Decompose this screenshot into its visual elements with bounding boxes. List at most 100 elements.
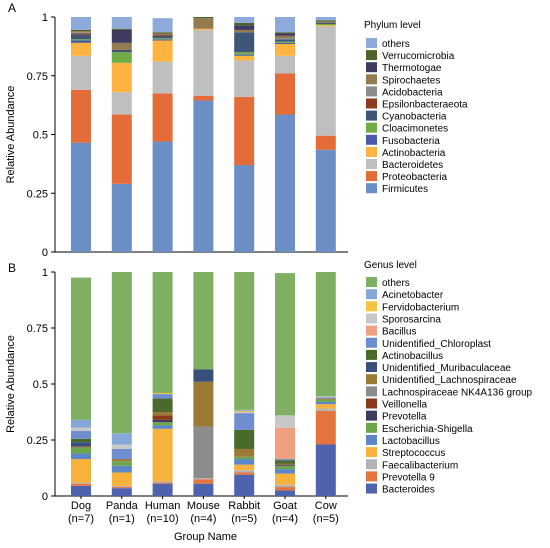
bar-dog-bacteroides bbox=[71, 485, 91, 496]
bar-panda-sporosarcina bbox=[111, 444, 132, 449]
bar-dog-bacteroidetes bbox=[71, 55, 91, 90]
bar-dog-cyanobacteria bbox=[71, 34, 91, 40]
bar-goat-bacteroides bbox=[275, 490, 295, 496]
legend-swatch-acidobacteria bbox=[366, 86, 377, 97]
bar-mouse-faecalibacterium bbox=[193, 478, 214, 480]
legend-label-fusobacteria: Fusobacteria bbox=[382, 136, 440, 147]
legend-swatch-unidentified-chloroplast bbox=[366, 337, 377, 348]
bar-goat-actinobacillus bbox=[275, 460, 295, 464]
bar-human-others bbox=[152, 18, 173, 33]
bar-goat-streptococcus bbox=[275, 473, 295, 485]
legend-label-lactobacillus: Lactobacillus bbox=[382, 436, 440, 447]
legend-label-fervidobacterium: Fervidobacterium bbox=[382, 302, 459, 313]
bar-human-cloacimonetes bbox=[152, 38, 173, 40]
bar-goat-escherichia-shigella bbox=[275, 465, 295, 470]
legend-swatch-bacteroidetes bbox=[366, 159, 377, 169]
bar-rabbit-faecalibacterium bbox=[234, 470, 255, 473]
legend: Genus level othersAcinetobacterFervidobac… bbox=[364, 260, 533, 496]
legend-label-bacteroides: Bacteroides bbox=[382, 485, 435, 496]
legend-swatch-prevotella bbox=[366, 410, 377, 421]
bar-cow-sporosarcina bbox=[315, 396, 336, 398]
bar-rabbit-cloacimonetes bbox=[234, 52, 255, 55]
legend-label-sporosarcina: Sporosarcina bbox=[382, 314, 441, 325]
legend-swatch-others bbox=[366, 38, 377, 48]
legend-label-unidentified-chloroplast: Unidentified_Chloroplast bbox=[382, 339, 491, 350]
bar-human-verrucomicrobia bbox=[152, 32, 173, 34]
bar-rabbit-thermotogae bbox=[234, 25, 255, 30]
bar-panda-prevotella-9 bbox=[111, 487, 132, 489]
legend: Phylum level othersVerrucomicrobiaThermot… bbox=[364, 20, 468, 195]
legend-label-acinetobacter: Acinetobacter bbox=[382, 290, 444, 301]
x-tick-label: Cow bbox=[315, 500, 337, 512]
bar-dog-faecalibacterium bbox=[71, 482, 91, 484]
bar-cow-verrucomicrobia bbox=[315, 20, 336, 22]
bar-cow-others bbox=[315, 272, 336, 397]
legend-label-unidentified-muribaculaceae: Unidentified_Muribaculaceae bbox=[382, 363, 511, 374]
bar-human-cyanobacteria bbox=[152, 35, 173, 39]
y-tick-label: 1 bbox=[42, 12, 48, 24]
x-tick-label: Mouse bbox=[187, 500, 220, 512]
bar-human-prevotella-9 bbox=[152, 482, 173, 484]
legend-swatch-verrucomicrobia bbox=[366, 50, 377, 61]
legend-swatch-bacteroides bbox=[366, 483, 377, 494]
bar-rabbit-spirochaetes bbox=[234, 29, 255, 33]
bar-mouse-prevotella-9 bbox=[193, 479, 214, 484]
bar-panda-unidentified-lachnospiraceae bbox=[111, 459, 132, 462]
legend-label-spirochaetes: Spirochaetes bbox=[382, 75, 440, 86]
bar-stack-rabbit bbox=[234, 17, 255, 252]
legend-label-actinobacillus: Actinobacillus bbox=[382, 351, 443, 362]
bar-rabbit-prevotella-9 bbox=[234, 472, 255, 475]
bar-mouse-actinobacteria bbox=[193, 28, 214, 30]
x-tick-sample-size: (n=4) bbox=[190, 513, 216, 525]
legend-swatch-fervidobacterium bbox=[366, 301, 377, 312]
bar-stack-human bbox=[152, 272, 173, 496]
bar-rabbit-bacteroides bbox=[234, 474, 255, 496]
bar-human-streptococcus bbox=[152, 428, 173, 482]
bar-stack-dog bbox=[71, 17, 91, 252]
bar-human-lactobacillus bbox=[152, 425, 173, 429]
legend-swatch-fusobacteria bbox=[366, 134, 377, 145]
bar-dog-firmicutes bbox=[71, 142, 91, 252]
legend-swatch-proteobacteria bbox=[366, 171, 377, 182]
bar-dog-unidentified-muribaculaceae bbox=[71, 442, 91, 447]
bar-goat-firmicutes bbox=[275, 114, 295, 253]
bar-mouse-verrucomicrobia bbox=[193, 17, 214, 19]
bar-goat-bacillus bbox=[275, 427, 295, 460]
panel-letter: B bbox=[8, 261, 16, 275]
legend-label-cyanobacteria: Cyanobacteria bbox=[382, 112, 447, 123]
legend-label-streptococcus: Streptococcus bbox=[382, 448, 445, 459]
bar-cow-unidentified-lachnospiraceae bbox=[315, 398, 336, 400]
bar-panda-faecalibacterium bbox=[111, 485, 132, 488]
bar-cow-others bbox=[315, 17, 336, 21]
bar-mouse-spirochaetes bbox=[193, 18, 214, 29]
legend-swatch-actinobacteria bbox=[366, 146, 377, 157]
bar-cow-lactobacillus bbox=[315, 401, 336, 405]
bar-stack-cow bbox=[315, 17, 336, 252]
legend-swatch-lactobacillus bbox=[366, 434, 377, 445]
bar-rabbit-actinobacteria bbox=[234, 55, 255, 61]
x-tick-sample-size: (n=10) bbox=[147, 513, 179, 525]
legend-swatch-streptococcus bbox=[366, 447, 377, 458]
bar-rabbit-firmicutes bbox=[234, 165, 255, 252]
bar-cow-actinobacteria bbox=[315, 25, 336, 27]
bar-panda-cloacimonetes bbox=[111, 52, 132, 63]
bar-rabbit-actinobacillus bbox=[234, 429, 255, 449]
bar-panda-bacteroides bbox=[111, 488, 132, 496]
bar-cow-cloacimonetes bbox=[315, 24, 336, 26]
bar-rabbit-fervidobacterium bbox=[234, 410, 255, 412]
bar-panda-escherichia-shigella bbox=[111, 461, 132, 466]
bar-human-epsilonbacteraeota bbox=[152, 34, 173, 36]
bar-rabbit-lactobacillus bbox=[234, 459, 255, 465]
bar-cow-bacteroidetes bbox=[315, 26, 336, 136]
y-tick-label: 0.75 bbox=[27, 323, 48, 335]
bar-human-prevotella bbox=[152, 419, 173, 423]
x-tick-label: Human bbox=[145, 500, 180, 512]
bar-rabbit-unidentified-chloroplast bbox=[234, 413, 255, 430]
bar-panda-cyanobacteria bbox=[111, 49, 132, 53]
bar-dog-others bbox=[71, 17, 91, 30]
bar-stack-mouse bbox=[193, 272, 214, 496]
y-axis-title: Relative Abundance bbox=[5, 335, 17, 433]
bar-rabbit-acinetobacter bbox=[234, 409, 255, 411]
bar-mouse-lachnospiraceae-nk4a136-group bbox=[193, 426, 214, 479]
